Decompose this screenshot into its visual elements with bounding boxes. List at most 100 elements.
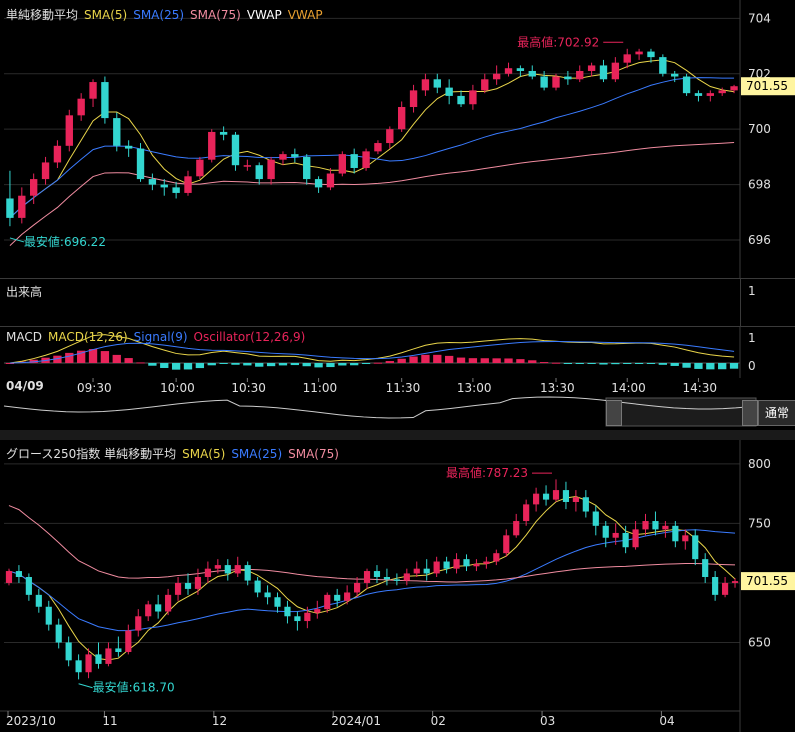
candle-body — [303, 156, 311, 180]
macd-oscillator-bar — [385, 361, 394, 363]
macd-legend-osc: Oscillator(12,26,9) — [193, 330, 306, 344]
candle-body — [582, 497, 589, 512]
time-tick-label: 13:00 — [457, 381, 492, 395]
macd-oscillator-bar — [670, 363, 679, 366]
macd-oscillator-bar — [65, 352, 74, 363]
macd-oscillator-bar — [5, 363, 15, 364]
last-price-text: 701.55 — [746, 574, 788, 588]
time-tick-label: 11:30 — [386, 381, 421, 395]
lowest-price-label: 最安値:618.70 — [93, 680, 175, 695]
macd-oscillator-bar — [634, 363, 644, 364]
volume-label: 出来高 — [6, 285, 43, 299]
candle-body — [125, 630, 132, 652]
date-tick-label: 03 — [540, 714, 555, 728]
macd-oscillator-bar — [539, 362, 549, 364]
macd-oscillator-bar — [314, 363, 323, 368]
macd-oscillator-bar — [302, 363, 311, 367]
macd-oscillator-bar — [100, 351, 110, 363]
navigator-window — [605, 397, 757, 427]
macd-oscillator-bar — [397, 358, 406, 363]
candle-body — [363, 571, 371, 583]
navigator-right-handle[interactable] — [742, 400, 758, 426]
candle-body — [338, 154, 347, 174]
last-price-tag — [741, 77, 795, 96]
candle-body — [587, 65, 596, 71]
candle-body — [5, 571, 13, 583]
navigator-strip[interactable] — [0, 396, 760, 428]
candle-body — [344, 592, 351, 601]
macd-oscillator-bar — [160, 363, 169, 368]
candle-body — [423, 568, 430, 574]
y-tick-label: 696 — [748, 233, 771, 247]
y-tick-label: 698 — [748, 178, 771, 192]
macd-tick-0: 0 — [748, 359, 756, 373]
candle-body — [326, 173, 335, 188]
navigator-left-handle[interactable] — [606, 400, 622, 426]
time-tick-label: 13:30 — [540, 381, 575, 395]
candle-body — [622, 532, 629, 548]
candle-body — [214, 565, 221, 569]
macd-legend-signal: Signal(9) — [133, 330, 188, 344]
candle-body — [383, 577, 391, 580]
macd-oscillator-bar — [124, 358, 133, 363]
candle-body — [350, 154, 358, 168]
candle-body — [721, 582, 729, 595]
candle-body — [523, 504, 530, 522]
candle-body — [457, 95, 465, 105]
candle-body — [528, 70, 536, 77]
chart-mode-button[interactable]: 通常 — [758, 400, 795, 426]
daily-price-chart[interactable]: 800750700650最高値:787.23最安値:618.70701.5520… — [0, 440, 795, 732]
macd-oscillator-bar — [682, 363, 691, 368]
candle-body — [196, 159, 204, 177]
candle-body — [155, 604, 162, 612]
candle-body — [493, 553, 500, 562]
candle-body — [135, 616, 142, 631]
candle-body — [386, 129, 394, 144]
legend-vwap-2: VWAP — [287, 8, 323, 22]
panel-divider — [0, 278, 795, 279]
candle-body — [516, 68, 525, 71]
candle-body — [77, 98, 85, 116]
highest-price-label: 最高値:702.92 — [517, 34, 599, 49]
candle-body — [294, 616, 301, 622]
macd-oscillator-bar — [243, 363, 252, 366]
candle-body — [552, 490, 560, 500]
candle-body — [6, 198, 14, 218]
legend-sma75: SMA(75) — [190, 8, 241, 22]
intraday-date-label: 04/09 — [6, 379, 44, 393]
section-separator — [0, 430, 795, 440]
candle-body — [672, 525, 679, 542]
candle-body — [25, 577, 32, 595]
intraday-price-chart[interactable]: 704702700698696最高値:702.92最安値:696.22701.5… — [0, 0, 795, 278]
candle-body — [85, 654, 92, 673]
y-tick-label: 700 — [748, 122, 771, 136]
candle-body — [481, 79, 489, 91]
macd-oscillator-bar — [136, 362, 145, 364]
macd-oscillator-bar — [492, 358, 501, 363]
date-tick-label: 2023/10 — [6, 714, 56, 728]
sma-line-3 — [8, 505, 736, 583]
candle-body — [353, 582, 361, 593]
macd-oscillator-bar — [528, 360, 537, 363]
candle-body — [632, 529, 639, 548]
candle-body — [148, 179, 157, 185]
intraday-legend-title: 単純移動平均 — [6, 8, 79, 22]
candle-body — [552, 76, 560, 88]
macd-oscillator-bar — [171, 363, 181, 370]
macd-legend-title: MACD — [6, 330, 42, 344]
candle-body — [18, 195, 26, 218]
macd-oscillator-bar — [231, 363, 240, 365]
candle-body — [45, 606, 52, 625]
candle-body — [409, 90, 418, 108]
candle-body — [393, 579, 400, 581]
volume-axis-tick: 1 — [748, 284, 756, 298]
candle-body — [647, 51, 655, 58]
candle-body — [562, 490, 570, 502]
candle-body — [324, 594, 331, 610]
candle-body — [504, 68, 513, 74]
candle-body — [397, 107, 406, 130]
candle-body — [65, 642, 72, 661]
candle-body — [274, 597, 281, 607]
candle-body — [433, 561, 440, 574]
time-tick-label: 14:00 — [611, 381, 646, 395]
